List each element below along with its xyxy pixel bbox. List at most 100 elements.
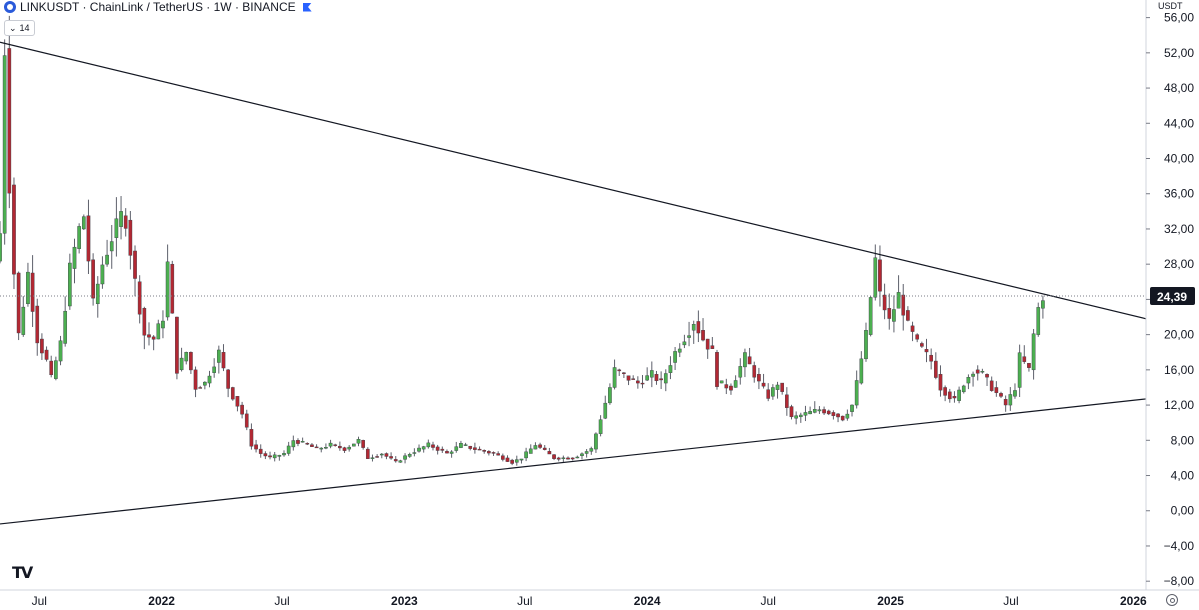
- candle-up: [54, 360, 58, 379]
- candle-up: [845, 413, 850, 419]
- candle-down: [924, 349, 929, 353]
- candle-down: [91, 259, 95, 299]
- candle-down: [985, 374, 989, 378]
- candle-down: [570, 457, 575, 460]
- candle-down: [244, 413, 249, 428]
- candle-up: [95, 283, 100, 305]
- candle-up: [980, 370, 985, 373]
- candle-down: [631, 378, 636, 380]
- candle-down: [701, 330, 705, 341]
- candle-down: [710, 345, 715, 349]
- candle-up: [291, 440, 296, 448]
- candle-down: [724, 384, 729, 389]
- candle-up: [319, 447, 324, 450]
- candle-up: [771, 387, 775, 397]
- candle-down: [230, 387, 235, 400]
- y-tick-label: 12,00: [1164, 398, 1194, 412]
- candle-up: [68, 262, 72, 307]
- indicator-toggle[interactable]: ⌄ 14: [4, 20, 35, 36]
- candle-down: [468, 445, 473, 449]
- candle-up: [407, 454, 412, 457]
- x-tick-label: Jul: [517, 594, 532, 608]
- candle-up: [733, 380, 738, 388]
- settings-icon[interactable]: [1166, 594, 1178, 606]
- candle-up: [682, 341, 687, 346]
- candle-up: [803, 412, 808, 416]
- candle-up: [58, 340, 63, 362]
- candle-down: [487, 451, 491, 454]
- candle-up: [743, 352, 747, 368]
- candle-down: [305, 443, 310, 445]
- candle-down: [752, 365, 757, 378]
- y-tick-label: −8,00: [1164, 574, 1195, 588]
- candle-down: [906, 310, 910, 321]
- candle-up: [449, 451, 454, 454]
- candle-down: [766, 389, 771, 399]
- candle-up: [203, 381, 207, 386]
- candle-up: [454, 446, 459, 451]
- candle-up: [105, 254, 109, 265]
- descending-trendline[interactable]: [0, 41, 1147, 320]
- candle-down: [254, 444, 258, 450]
- candle-down: [123, 215, 128, 229]
- candle-up: [798, 414, 803, 418]
- candle-down: [361, 440, 365, 448]
- candle-down: [151, 336, 156, 340]
- candle-up: [347, 446, 352, 450]
- chevron-down-icon[interactable]: ⌄: [9, 22, 17, 33]
- candle-up: [645, 375, 649, 381]
- candle-up: [100, 264, 105, 285]
- candle-down: [342, 447, 347, 451]
- candle-up: [21, 306, 26, 335]
- tradingview-logo[interactable]: TV: [12, 563, 33, 582]
- candle-down: [901, 294, 906, 316]
- candle-up: [691, 324, 696, 331]
- candle-down: [133, 250, 137, 279]
- candle-up: [184, 352, 189, 362]
- candle-down: [831, 412, 836, 417]
- candle-up: [398, 460, 403, 463]
- candle-down: [882, 294, 887, 311]
- candle-up: [1036, 307, 1041, 335]
- candle-down: [198, 387, 203, 389]
- candle-down: [338, 445, 342, 449]
- y-tick-label: 40,00: [1164, 152, 1194, 166]
- y-tick-label: 4,00: [1171, 469, 1195, 483]
- candle-up: [328, 442, 333, 447]
- candle-up: [896, 292, 901, 309]
- ascending-trendline[interactable]: [0, 398, 1147, 525]
- candle-up: [668, 365, 673, 373]
- symbol-title[interactable]: LINKUSDT · ChainLink / TetherUS · 1W · B…: [20, 0, 296, 14]
- indicator-count: 14: [19, 23, 30, 33]
- candle-down: [999, 393, 1003, 397]
- candle-up: [165, 261, 170, 318]
- candle-up: [892, 309, 896, 322]
- candle-down: [705, 338, 710, 350]
- candle-down: [1027, 363, 1031, 368]
- candle-up: [2, 55, 7, 234]
- candle-down: [226, 369, 230, 389]
- price-unit-label[interactable]: USDT: [1158, 1, 1183, 11]
- candle-up: [868, 297, 873, 335]
- flag-icon[interactable]: [302, 2, 312, 12]
- candle-down: [240, 404, 244, 415]
- x-tick-label: 2026: [1120, 594, 1147, 608]
- candle-up: [575, 456, 580, 459]
- candle-down: [975, 369, 980, 374]
- candle-down: [384, 453, 389, 457]
- candle-down: [40, 338, 44, 354]
- y-tick-label: 20,00: [1164, 328, 1194, 342]
- candle-down: [440, 448, 445, 451]
- candle-down: [785, 394, 789, 408]
- candle-up: [859, 358, 864, 384]
- candle-down: [640, 382, 645, 385]
- candle-down: [7, 48, 12, 194]
- candle-down: [310, 444, 314, 447]
- current-price-label: 24,39: [1157, 290, 1187, 304]
- candle-up: [0, 233, 2, 262]
- candle-up: [561, 457, 566, 460]
- candle-up: [119, 211, 123, 227]
- candle-down: [35, 305, 40, 344]
